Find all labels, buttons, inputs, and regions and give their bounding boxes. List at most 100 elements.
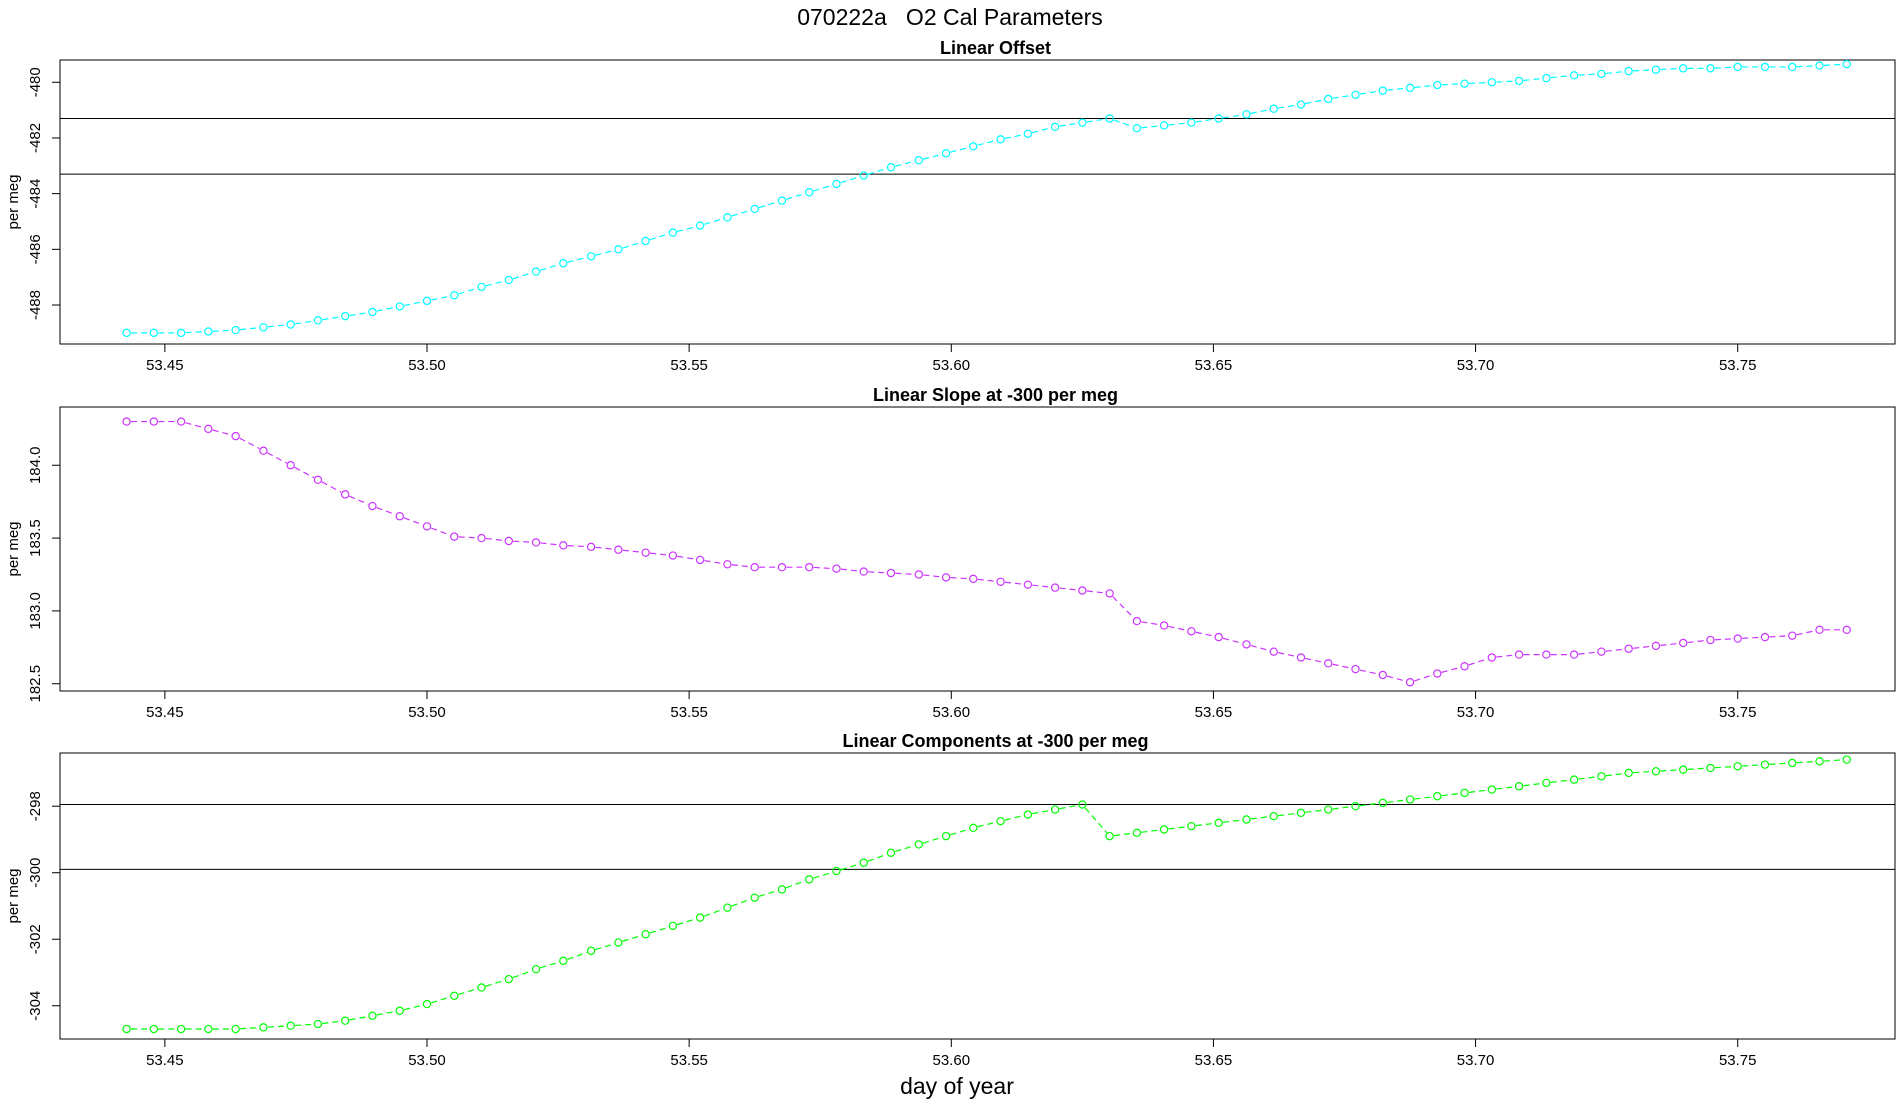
data-point	[395, 1006, 404, 1015]
plot-frame	[59, 752, 1896, 1040]
data-point	[886, 568, 896, 578]
x-tick-label: 53.45	[146, 704, 184, 721]
data-point	[1050, 583, 1060, 592]
series-segment	[1359, 669, 1379, 675]
series-segment	[1742, 764, 1761, 767]
x-tick-label: 53.55	[670, 357, 708, 374]
data-point	[286, 461, 295, 470]
series-segment	[758, 201, 778, 209]
series-segment	[240, 327, 260, 331]
data-point	[996, 135, 1005, 144]
data-point	[1842, 625, 1851, 635]
series-segment	[376, 507, 396, 516]
y-tick-label: 183.5	[27, 519, 44, 557]
data-point	[941, 149, 951, 158]
series-segment	[704, 218, 724, 225]
series-segment	[1441, 792, 1461, 797]
data-point	[450, 991, 459, 1000]
series-segment	[677, 918, 697, 926]
data-point	[914, 156, 923, 165]
series-segment	[1141, 829, 1160, 833]
series-segment	[404, 301, 423, 307]
data-point	[1706, 64, 1715, 73]
data-point	[1378, 86, 1387, 95]
series-segment	[376, 306, 396, 312]
data-point	[176, 328, 186, 338]
data-point	[122, 328, 131, 338]
series-segment	[1223, 819, 1243, 823]
data-point	[941, 573, 951, 582]
series-segment	[212, 329, 232, 332]
x-tick-label: 53.75	[1719, 704, 1757, 721]
data-point	[176, 417, 186, 426]
data-point	[176, 1024, 186, 1034]
data-point	[368, 307, 377, 317]
series-segment	[1714, 66, 1734, 69]
data-point	[1269, 104, 1278, 113]
data-point	[1324, 805, 1333, 814]
series-segment	[431, 295, 450, 301]
data-point	[750, 563, 759, 572]
series-segment	[458, 536, 478, 539]
y-tick-label: -300	[27, 858, 44, 888]
data-point	[1214, 818, 1223, 828]
series-segment	[1633, 770, 1652, 774]
series-segment	[1468, 658, 1488, 666]
series-segment	[1305, 809, 1324, 813]
series-segment	[212, 429, 232, 436]
series-segment	[1660, 67, 1679, 71]
data-point	[832, 179, 841, 189]
data-point	[1324, 659, 1333, 668]
data-point	[695, 555, 705, 565]
series-segment	[1660, 769, 1679, 772]
data-point	[1788, 758, 1797, 768]
series-segment	[1277, 652, 1297, 658]
data-point	[1678, 64, 1688, 73]
x-tick-label: 53.75	[1719, 357, 1757, 374]
series-segment	[1742, 636, 1761, 639]
series-segment	[867, 853, 887, 862]
data-point	[1651, 65, 1661, 74]
series-segment	[376, 1010, 396, 1016]
y-tick-label: -488	[27, 290, 44, 320]
data-point	[1542, 73, 1551, 83]
series-segment	[349, 1015, 369, 1021]
data-point	[1624, 66, 1633, 76]
series-segment	[512, 970, 533, 979]
y-axis-label: per meg	[5, 868, 22, 923]
series-segment	[512, 272, 532, 280]
series-segment	[1250, 816, 1270, 820]
data-point	[1187, 627, 1196, 636]
series-segment	[923, 574, 942, 578]
series-segment	[1496, 80, 1515, 83]
series-segment	[595, 249, 615, 256]
series-segment	[1195, 822, 1215, 827]
series-segment	[1086, 590, 1106, 594]
data-point	[1351, 664, 1360, 674]
data-point	[450, 532, 459, 541]
data-point	[286, 1021, 295, 1030]
series-segment	[813, 566, 833, 570]
y-tick-label: -486	[27, 234, 44, 264]
data-point	[641, 930, 650, 939]
series-segment	[977, 139, 997, 146]
data-point	[1788, 62, 1797, 72]
series-segment	[950, 828, 970, 836]
x-tick-label: 53.55	[670, 1052, 708, 1069]
series-segment	[840, 176, 860, 184]
series-segment	[758, 890, 778, 897]
data-point	[1242, 640, 1251, 649]
series-segment	[1195, 118, 1215, 123]
data-point	[368, 501, 377, 511]
data-point	[395, 302, 404, 311]
series-segment	[622, 241, 642, 249]
series-segment	[185, 422, 205, 429]
data-point	[859, 171, 868, 180]
data-point	[341, 490, 350, 499]
series-segment	[1113, 119, 1133, 128]
data-point	[1651, 767, 1661, 776]
data-point	[586, 946, 596, 956]
data-point	[231, 431, 240, 441]
series-segment	[1332, 806, 1352, 810]
